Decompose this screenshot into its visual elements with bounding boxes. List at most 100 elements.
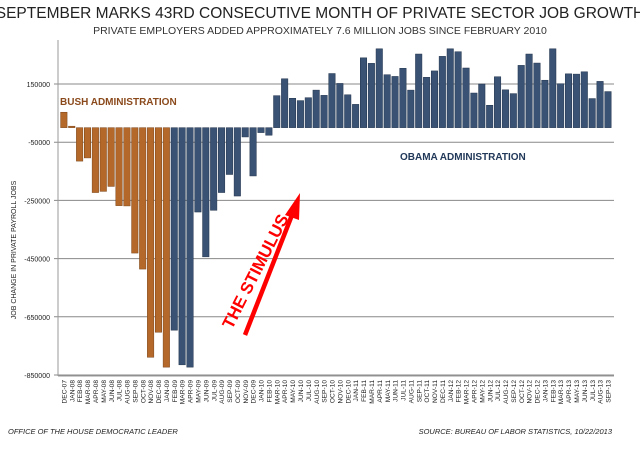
chart-subtitle: PRIVATE EMPLOYERS ADDED APPROXIMATELY 7.… bbox=[93, 25, 547, 37]
bar-apr-13 bbox=[565, 73, 573, 128]
x-tick-label: MAR-13 bbox=[558, 380, 565, 405]
bar-oct-10 bbox=[328, 73, 336, 128]
x-tick-label: MAY-11 bbox=[385, 380, 392, 403]
bar-jun-11 bbox=[391, 76, 399, 128]
x-tick-label: DEC-12 bbox=[535, 380, 542, 404]
x-tick-label: SEP-08 bbox=[132, 380, 139, 403]
bar-aug-10 bbox=[312, 89, 320, 128]
x-tick-label: JAN-12 bbox=[448, 380, 455, 402]
x-tick-label: JUN-12 bbox=[487, 380, 494, 403]
x-tick-label: MAY-09 bbox=[196, 380, 203, 403]
bar-aug-08 bbox=[123, 127, 131, 207]
x-tick-label: OCT-09 bbox=[235, 380, 242, 403]
bar-feb-11 bbox=[360, 57, 367, 128]
x-tick-label: JAN-09 bbox=[164, 380, 171, 402]
x-tick-label: SEP-10 bbox=[322, 380, 329, 403]
bar-oct-11 bbox=[423, 77, 431, 128]
x-tick-label: AUG-09 bbox=[219, 380, 226, 404]
bar-jul-11 bbox=[399, 68, 407, 128]
x-tick-label: FEB-08 bbox=[77, 380, 84, 403]
x-tick-label: MAR-09 bbox=[180, 380, 187, 405]
x-tick-label: APR-09 bbox=[188, 380, 195, 403]
x-tick-label: NOV-11 bbox=[432, 380, 439, 403]
x-tick-label: DEC-10 bbox=[345, 380, 352, 404]
bar-oct-09 bbox=[233, 127, 241, 197]
x-tick-label: FEB-09 bbox=[172, 380, 179, 403]
bar-oct-12 bbox=[517, 65, 525, 128]
x-tick-label: FEB-13 bbox=[550, 380, 557, 403]
bar-aug-13 bbox=[596, 81, 604, 128]
y-tick-label: 150000 bbox=[27, 82, 50, 89]
bar-apr-12 bbox=[470, 92, 478, 128]
x-tick-label: JUL-11 bbox=[401, 380, 408, 401]
bar-nov-09 bbox=[241, 127, 249, 138]
bar-jan-08 bbox=[68, 125, 76, 128]
x-tick-label: JUN-13 bbox=[582, 380, 589, 403]
y-tick-label: -650000 bbox=[24, 315, 50, 322]
x-tick-label: DEC-07 bbox=[61, 380, 68, 404]
y-tick-label: -850000 bbox=[24, 373, 50, 380]
x-tick-label: APR-10 bbox=[282, 380, 289, 403]
x-tick-label: MAR-08 bbox=[85, 380, 92, 405]
bar-aug-11 bbox=[407, 89, 415, 128]
x-tick-label: JUL-13 bbox=[590, 380, 597, 402]
bar-feb-08 bbox=[76, 127, 84, 162]
bar-apr-11 bbox=[375, 48, 383, 128]
footer-left: OFFICE OF THE HOUSE DEMOCRATIC LEADER bbox=[8, 427, 178, 436]
footer-source: SOURCE: BUREAU OF LABOR STATISTICS, 10/2… bbox=[419, 427, 613, 436]
bar-mar-08 bbox=[84, 127, 91, 159]
bar-mar-12 bbox=[462, 67, 470, 128]
x-tick-label: MAR-10 bbox=[274, 380, 281, 405]
bars bbox=[60, 48, 612, 368]
y-axis-ticks: 150000 -50000 -250000 -450000 -650000 -850000 bbox=[24, 82, 50, 380]
x-tick-label: MAY-08 bbox=[101, 380, 108, 403]
bar-jun-10 bbox=[296, 100, 304, 128]
bar-dec-07 bbox=[60, 111, 68, 128]
bar-jun-12 bbox=[486, 104, 494, 128]
bar-jul-09 bbox=[210, 127, 218, 211]
x-tick-label: JUL-10 bbox=[306, 380, 313, 402]
bar-mar-09 bbox=[178, 127, 186, 366]
x-axis-ticks: DEC-07 JAN-08 FEB-08 MAR-08 APR-08 MAY-08 JUN-… bbox=[61, 380, 612, 405]
bar-may-09 bbox=[194, 127, 202, 213]
bar-nov-12 bbox=[525, 53, 533, 128]
x-tick-label: OCT-10 bbox=[330, 380, 337, 403]
x-tick-label: JAN-11 bbox=[353, 380, 360, 402]
bar-feb-09 bbox=[170, 127, 178, 331]
bar-jul-10 bbox=[304, 97, 312, 128]
x-tick-label: JUL-08 bbox=[117, 380, 124, 402]
x-tick-label: FEB-10 bbox=[266, 380, 273, 403]
x-tick-label: JAN-10 bbox=[259, 380, 266, 402]
x-tick-label: AUG-12 bbox=[503, 380, 510, 404]
bar-sep-10 bbox=[320, 95, 328, 128]
x-tick-label: JUN-09 bbox=[203, 380, 210, 403]
bar-jan-10 bbox=[257, 127, 265, 133]
bar-dec-12 bbox=[533, 62, 541, 128]
y-tick-label: -50000 bbox=[28, 140, 50, 147]
bar-feb-12 bbox=[454, 51, 462, 128]
bar-may-12 bbox=[478, 83, 486, 128]
bar-jan-12 bbox=[446, 48, 454, 128]
x-tick-label: MAR-11 bbox=[369, 380, 376, 404]
x-tick-label: MAY-10 bbox=[290, 380, 297, 403]
x-tick-label: SEP-12 bbox=[511, 380, 518, 403]
x-tick-label: DEC-11 bbox=[440, 380, 447, 403]
x-tick-label: SEP-09 bbox=[227, 380, 234, 403]
bar-nov-11 bbox=[430, 70, 438, 128]
bar-apr-09 bbox=[186, 127, 194, 368]
x-tick-label: JAN-08 bbox=[69, 380, 76, 402]
bar-mar-13 bbox=[557, 83, 565, 128]
x-tick-label: OCT-08 bbox=[140, 380, 147, 403]
x-tick-label: JAN-13 bbox=[542, 380, 549, 402]
stimulus-arrow-icon bbox=[242, 193, 300, 336]
bar-jun-08 bbox=[107, 127, 115, 187]
chart-title: SEPTEMBER MARKS 43RD CONSECUTIVE MONTH O… bbox=[0, 5, 640, 22]
bar-feb-13 bbox=[549, 48, 557, 128]
x-tick-label: JUN-10 bbox=[298, 380, 305, 403]
x-tick-label: APR-13 bbox=[566, 380, 573, 403]
x-tick-label: SEP-13 bbox=[606, 380, 613, 403]
bar-feb-10 bbox=[265, 127, 273, 136]
bar-jun-13 bbox=[580, 71, 588, 128]
